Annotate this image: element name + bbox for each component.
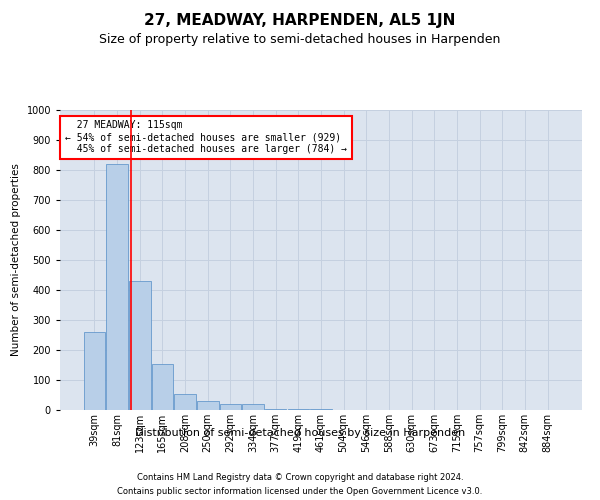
Bar [129, 281, 151, 410]
Text: Contains public sector information licensed under the Open Government Licence v3: Contains public sector information licen… [118, 488, 482, 496]
Bar [152, 364, 173, 410]
Text: Contains HM Land Registry data © Crown copyright and database right 2024.: Contains HM Land Registry data © Crown c… [137, 472, 463, 482]
Bar [220, 404, 241, 410]
Bar [106, 164, 128, 410]
Text: Size of property relative to semi-detached houses in Harpenden: Size of property relative to semi-detach… [100, 32, 500, 46]
Bar [242, 404, 264, 410]
Bar [175, 394, 196, 410]
Text: 27 MEADWAY: 115sqm
← 54% of semi-detached houses are smaller (929)
  45% of semi: 27 MEADWAY: 115sqm ← 54% of semi-detache… [65, 120, 347, 154]
Bar [287, 409, 309, 410]
Text: Distribution of semi-detached houses by size in Harpenden: Distribution of semi-detached houses by … [135, 428, 465, 438]
Bar [197, 401, 218, 410]
Y-axis label: Number of semi-detached properties: Number of semi-detached properties [11, 164, 21, 356]
Text: 27, MEADWAY, HARPENDEN, AL5 1JN: 27, MEADWAY, HARPENDEN, AL5 1JN [145, 12, 455, 28]
Bar [265, 408, 286, 410]
Bar [84, 332, 105, 410]
